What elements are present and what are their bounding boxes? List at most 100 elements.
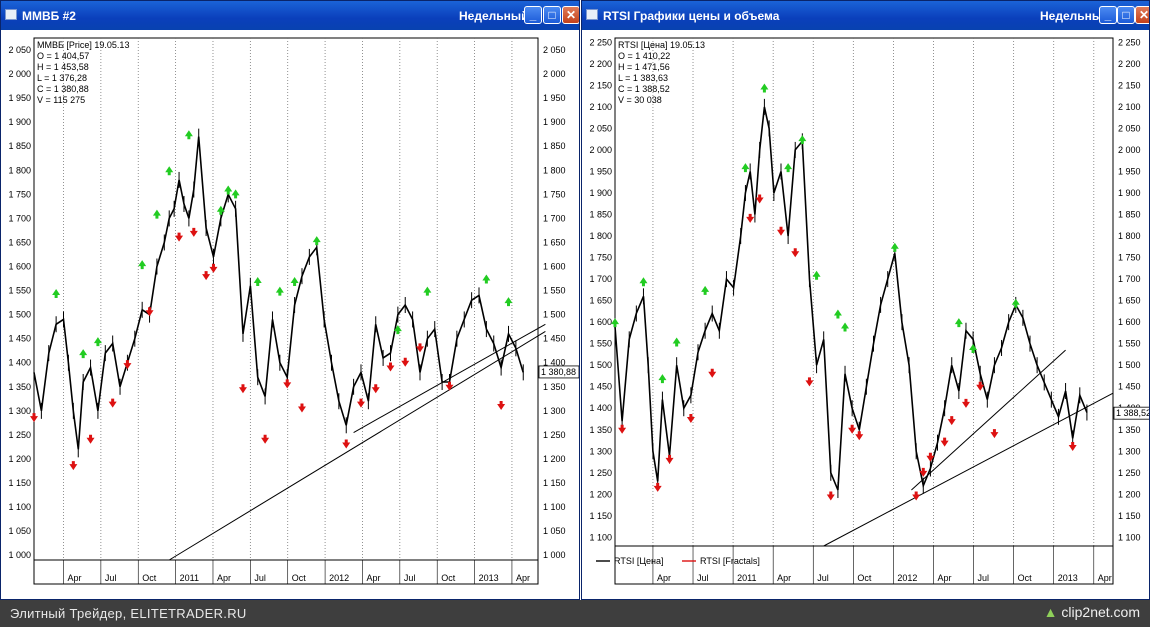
x-tick-label: Oct	[857, 573, 872, 583]
up-fractal-marker	[611, 318, 619, 328]
chart-info-line: O = 1 404,57	[37, 51, 89, 61]
plot-area	[614, 37, 1114, 547]
up-fractal-marker	[290, 276, 299, 286]
window-titlebar[interactable]: ММВБ #2 Недельный _ □ ✕	[1, 1, 579, 30]
y-tick-label-left: 2 200	[589, 59, 612, 69]
y-tick-label-right: 1 750	[543, 189, 566, 199]
maximize-icon[interactable]: □	[543, 6, 561, 24]
mmvb-chart[interactable]: 1 000 1 000 1 050 1 050 1 100 1 100 1 150 1 150…	[1, 30, 580, 600]
y-tick-label-left: 1 850	[589, 210, 612, 220]
y-tick-label-left: 1 350	[589, 425, 612, 435]
down-fractal-marker	[686, 414, 695, 423]
x-axis	[614, 545, 1114, 585]
y-tick-label-left: 1 700	[589, 274, 612, 284]
close-icon[interactable]: ✕	[562, 6, 579, 24]
y-tick-label-right: 2 050	[1118, 123, 1141, 133]
y-tick-label-left: 1 650	[589, 296, 612, 306]
y-tick-label-right: 1 600	[1118, 317, 1141, 327]
down-fractal-marker	[497, 401, 506, 411]
down-fractal-marker	[401, 357, 410, 367]
x-tick-label: Jul	[404, 573, 416, 583]
y-tick-label-left: 1 100	[589, 532, 612, 542]
window-titlebar[interactable]: RTSI Графики цены и объема Недельный _ □…	[582, 1, 1149, 30]
y-tick-label-left: 1 950	[589, 166, 612, 176]
y-tick-label-right: 1 100	[543, 502, 566, 512]
down-fractal-marker	[618, 424, 627, 434]
down-fractal-marker	[855, 431, 864, 441]
mmvb-chart-window[interactable]: ММВБ #2 Недельный _ □ ✕ 1 000 1 000 1 050 1…	[0, 0, 580, 600]
y-tick-label-left: 1 850	[8, 141, 31, 151]
period-label: Недельный	[459, 9, 529, 23]
x-tick-label: Jul	[254, 573, 266, 583]
y-tick-label-right: 1 550	[1118, 339, 1141, 349]
y-tick-label-right: 1 400	[543, 358, 566, 368]
y-tick-label-left: 1 950	[8, 93, 31, 103]
down-fractal-marker	[69, 461, 78, 471]
close-icon[interactable]: ✕	[1135, 6, 1149, 24]
y-tick-label-right: 1 650	[543, 237, 566, 247]
up-fractal-marker	[52, 288, 61, 298]
y-tick-label-left: 1 300	[589, 446, 612, 456]
y-tick-label-right: 1 250	[1118, 468, 1141, 478]
y-tick-label-left: 1 450	[589, 382, 612, 392]
rtsi-chart[interactable]: 1 100 1 100 1 150 1 150 1 200 1 200 1 250 1 250…	[582, 30, 1150, 600]
y-tick-label-left: 1 600	[589, 317, 612, 327]
down-fractal-marker	[415, 343, 424, 353]
y-tick-label-right: 1 000	[543, 550, 566, 560]
up-fractal-marker	[841, 322, 850, 332]
y-tick-label-right: 1 450	[1118, 382, 1141, 392]
up-fractal-marker	[423, 286, 432, 296]
down-fractal-marker	[209, 263, 218, 273]
up-fractal-marker	[253, 276, 262, 286]
minimize-icon[interactable]: _	[1099, 6, 1117, 24]
x-tick-label: Oct	[292, 573, 307, 583]
y-tick-label-right: 1 050	[543, 526, 566, 536]
x-tick-label: Jul	[817, 573, 829, 583]
y-tick-label-left: 1 800	[8, 165, 31, 175]
down-fractal-marker	[371, 384, 380, 394]
y-tick-label-right: 1 250	[543, 430, 566, 440]
y-tick-label-left: 1 650	[8, 237, 31, 247]
x-tick-label: Apr	[217, 573, 231, 583]
maximize-icon[interactable]: □	[1117, 6, 1135, 24]
y-tick-label-right: 1 750	[1118, 253, 1141, 263]
rtsi-chart-window[interactable]: RTSI Графики цены и объема Недельный _ □…	[581, 0, 1150, 600]
y-tick-label-right: 1 700	[1118, 274, 1141, 284]
down-fractal-marker	[189, 227, 198, 237]
down-fractal-marker	[976, 381, 985, 391]
up-fractal-marker	[812, 270, 821, 280]
up-fractal-marker	[224, 185, 233, 195]
y-tick-label-left: 1 500	[8, 310, 31, 320]
y-tick-label-right: 1 800	[543, 165, 566, 175]
window-title: RTSI Графики цены и объема	[603, 9, 780, 23]
x-tick-label: 2013	[479, 573, 499, 583]
y-tick-label-left: 1 100	[8, 502, 31, 512]
up-fractal-marker	[312, 236, 321, 246]
down-fractal-marker	[297, 403, 306, 413]
credit-text: Элитный Трейдер, ELITETRADER.RU	[10, 606, 247, 621]
up-fractal-marker	[741, 163, 750, 173]
y-tick-label-left: 1 550	[589, 339, 612, 349]
x-tick-label: Oct	[1018, 573, 1033, 583]
up-fractal-marker	[890, 242, 899, 252]
up-fractal-marker	[658, 374, 667, 384]
down-fractal-marker	[708, 368, 717, 378]
x-tick-label: Oct	[441, 573, 456, 583]
down-fractal-marker	[1068, 441, 1077, 451]
up-fractal-marker	[231, 189, 240, 199]
y-tick-label-right: 1 800	[1118, 231, 1141, 241]
up-fractal-marker	[152, 209, 161, 219]
down-fractal-marker	[777, 226, 785, 236]
y-tick-label-left: 2 050	[589, 123, 612, 133]
y-tick-label-right: 1 600	[543, 262, 566, 272]
y-tick-label-right: 1 500	[1118, 360, 1141, 370]
x-tick-label: Jul	[105, 573, 117, 583]
y-tick-label-right: 1 900	[1118, 188, 1141, 198]
trend-line	[823, 392, 1114, 547]
up-fractal-marker	[393, 325, 402, 335]
y-tick-label-left: 2 000	[8, 69, 31, 79]
y-tick-label-left: 1 900	[589, 188, 612, 198]
up-fractal-marker	[969, 343, 978, 353]
footer-bar: Элитный Трейдер, ELITETRADER.RU ▲ clip2n…	[0, 600, 1150, 627]
minimize-icon[interactable]: _	[524, 6, 542, 24]
